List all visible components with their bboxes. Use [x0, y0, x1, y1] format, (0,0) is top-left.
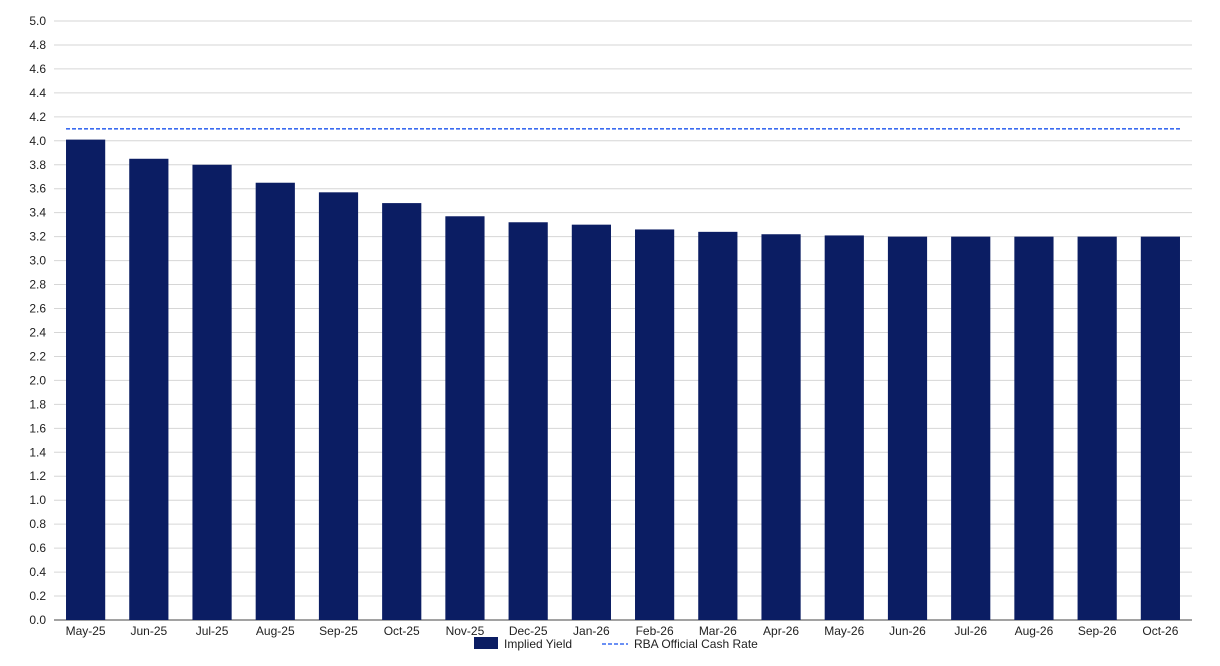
- bar-sep-26: [1077, 236, 1117, 620]
- x-tick-label: Dec-25: [509, 624, 548, 638]
- y-tick-label: 2.4: [29, 325, 46, 339]
- legend-label-rba-cash-rate: RBA Official Cash Rate: [634, 637, 758, 651]
- x-tick-label: Sep-26: [1078, 624, 1117, 638]
- x-tick-label: Oct-26: [1142, 624, 1178, 638]
- bar-jul-25: [192, 164, 232, 620]
- x-tick-label: Aug-25: [256, 624, 295, 638]
- bar-series: [66, 139, 1180, 621]
- x-tick-label: Jul-26: [954, 624, 987, 638]
- y-tick-label: 3.6: [29, 182, 46, 196]
- bar-aug-25: [255, 182, 295, 621]
- y-tick-label: 4.4: [29, 86, 46, 100]
- y-tick-label: 2.8: [29, 278, 46, 292]
- y-tick-label: 1.0: [29, 493, 46, 507]
- y-tick-label: 0.2: [29, 589, 46, 603]
- bar-may-26: [824, 235, 864, 620]
- y-tick-label: 0.8: [29, 517, 46, 531]
- bar-dec-25: [508, 222, 548, 620]
- bar-feb-26: [635, 229, 675, 620]
- bar-may-25: [66, 139, 106, 621]
- x-tick-label: May-26: [824, 624, 864, 638]
- y-tick-label: 3.0: [29, 254, 46, 268]
- bar-mar-26: [698, 231, 738, 620]
- x-axis-ticks: May-25 Jun-25 Jul-25 Aug-25 Sep-25 Oct-25 Nov-…: [66, 624, 1179, 638]
- y-tick-label: 2.2: [29, 349, 46, 363]
- x-tick-label: Sep-25: [319, 624, 358, 638]
- x-tick-label: Jun-25: [130, 624, 167, 638]
- y-tick-label: 4.6: [29, 62, 46, 76]
- gridlines: [54, 20, 1192, 621]
- y-tick-label: 5.0: [29, 14, 46, 28]
- y-tick-label: 3.4: [29, 206, 46, 220]
- x-tick-label: Feb-26: [636, 624, 674, 638]
- x-tick-label: Jul-25: [196, 624, 229, 638]
- legend: Implied Yield RBA Official Cash Rate: [474, 637, 758, 651]
- y-tick-label: 4.8: [29, 38, 46, 52]
- y-tick-label: 0.4: [29, 565, 46, 579]
- x-tick-label: May-25: [66, 624, 106, 638]
- y-tick-label: 4.2: [29, 110, 46, 124]
- bar-sep-25: [318, 192, 359, 620]
- bar-jul-26: [951, 236, 991, 620]
- bar-jan-26: [571, 224, 611, 620]
- y-tick-label: 0.0: [29, 613, 46, 627]
- y-tick-label: 1.6: [29, 421, 46, 435]
- x-tick-label: Apr-26: [763, 624, 799, 638]
- x-tick-label: Oct-25: [384, 624, 420, 638]
- x-tick-label: Aug-26: [1015, 624, 1054, 638]
- y-tick-label: 1.8: [29, 397, 46, 411]
- bar-jun-25: [129, 158, 169, 620]
- y-tick-label: 4.0: [29, 134, 46, 148]
- bar-nov-25: [445, 216, 485, 621]
- y-tick-label: 1.4: [29, 445, 46, 459]
- y-tick-label: 3.2: [29, 230, 46, 244]
- y-tick-label: 1.2: [29, 469, 46, 483]
- y-tick-label: 2.6: [29, 302, 46, 316]
- y-tick-label: 0.6: [29, 541, 46, 555]
- x-tick-label: Jan-26: [573, 624, 610, 638]
- bar-jun-26: [887, 236, 928, 620]
- x-tick-label: Jun-26: [889, 624, 926, 638]
- x-tick-label: Nov-25: [446, 624, 485, 638]
- x-tick-label: Mar-26: [699, 624, 737, 638]
- bar-apr-26: [761, 234, 801, 620]
- bar-oct-25: [382, 203, 422, 620]
- y-tick-label: 2.0: [29, 373, 46, 387]
- y-axis-ticks: 0.0 0.2 0.4 0.6 0.8 1.0 1.2 1.4 1.6 1.8 2.0 2.2 2.4 2…: [29, 14, 46, 627]
- legend-swatch-implied-yield: [474, 637, 498, 649]
- bar-oct-26: [1140, 236, 1180, 620]
- bar-aug-26: [1014, 236, 1054, 620]
- legend-label-implied-yield: Implied Yield: [504, 637, 572, 651]
- y-tick-label: 3.8: [29, 158, 46, 172]
